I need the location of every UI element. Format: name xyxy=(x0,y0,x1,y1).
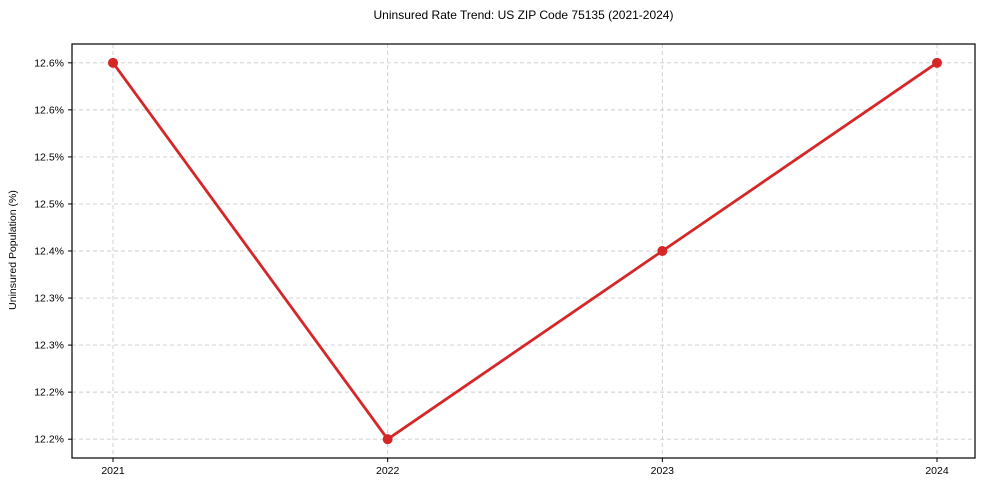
y-tick-label: 12.5% xyxy=(34,151,64,163)
x-tick-label: 2023 xyxy=(651,465,675,477)
data-point xyxy=(108,57,118,68)
data-point xyxy=(382,434,393,445)
y-tick-label: 12.6% xyxy=(34,57,64,69)
y-tick-label: 12.3% xyxy=(34,340,64,352)
chart-title: Uninsured Rate Trend: US ZIP Code 75135 … xyxy=(373,8,674,22)
x-tick-label: 2021 xyxy=(101,465,125,477)
data-point xyxy=(932,57,942,68)
y-tick-label: 12.2% xyxy=(34,387,64,399)
y-tick-label: 12.6% xyxy=(34,104,64,116)
data-point xyxy=(657,246,668,256)
x-tick-label: 2022 xyxy=(376,465,400,477)
y-tick-label: 12.2% xyxy=(34,434,64,446)
y-tick-label: 12.5% xyxy=(34,198,64,210)
y-axis-label: Uninsured Population (%) xyxy=(7,190,19,310)
y-tick-label: 12.3% xyxy=(34,293,64,305)
data-line xyxy=(111,61,939,441)
y-tick-label: 12.4% xyxy=(34,246,64,258)
x-tick-label: 2024 xyxy=(925,465,949,477)
